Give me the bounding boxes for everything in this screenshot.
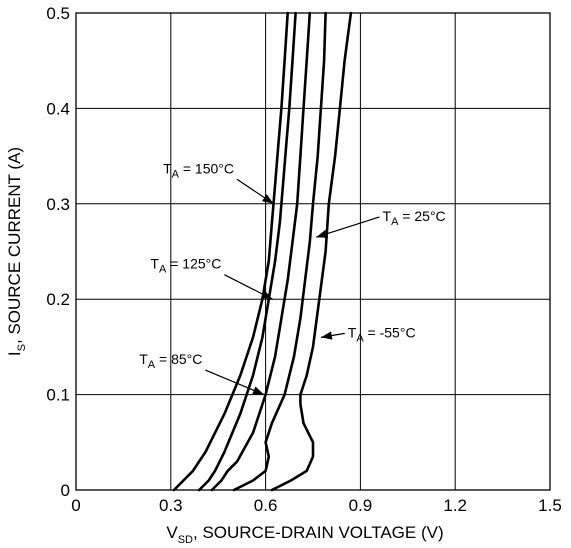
- x-tick-label: 0.9: [349, 496, 373, 515]
- series-label-85: TA = 85°C: [139, 351, 202, 371]
- arrowhead--55: [320, 331, 333, 340]
- series-line-125: [197, 11, 297, 492]
- arrowhead-85: [252, 386, 265, 395]
- x-tick-label: 0.3: [159, 496, 183, 515]
- x-tick-label: 1.5: [538, 496, 562, 515]
- grid: [76, 13, 550, 490]
- y-tick-label: 0.4: [46, 99, 70, 118]
- tick-labels: 0 0.3 0.6 0.9 1.2 1.5 0 0.1 0.2 0.3 0.4 0.5: [46, 4, 561, 515]
- x-axis-label-rest: , SOURCE-DRAIN VOLTAGE (V): [193, 523, 444, 542]
- leader-line-25: [315, 216, 380, 238]
- x-tick-label: 1.2: [443, 496, 467, 515]
- series-line--55: [270, 11, 353, 492]
- plot-frame: [75, 12, 551, 491]
- y-tick-label: 0.3: [46, 195, 70, 214]
- series-label-25: TA = 25°C: [383, 208, 446, 228]
- series-line-25: [232, 11, 327, 492]
- x-axis-label: VSD, SOURCE-DRAIN VOLTAGE (V): [166, 523, 443, 546]
- y-tick-label: 0.5: [46, 4, 70, 23]
- series-label-150: TA = 150°C: [163, 160, 234, 180]
- series-line-85: [210, 11, 312, 492]
- annotations: TA = 150°C TA = 125°C TA = 85°C TA = 25°C TA…: [139, 160, 446, 396]
- curves: [172, 11, 353, 492]
- y-axis-label-main: I: [5, 351, 24, 356]
- series-label-125: TA = 125°C: [150, 256, 221, 276]
- arrowhead-125: [260, 290, 273, 300]
- arrowhead-150: [262, 194, 274, 204]
- y-tick-label: 0.1: [46, 386, 70, 405]
- x-tick-label: 0.6: [254, 496, 278, 515]
- arrowhead-25: [316, 229, 328, 238]
- y-axis-label-sub: S: [16, 344, 28, 351]
- series-label--55: TA = -55°C: [348, 324, 416, 344]
- series-line-150: [172, 11, 289, 492]
- y-axis-label: IS, SOURCE CURRENT (A): [5, 147, 28, 356]
- y-tick-label: 0: [61, 481, 70, 500]
- y-tick-label: 0.2: [46, 290, 70, 309]
- y-axis-label-rest: , SOURCE CURRENT (A): [5, 147, 24, 344]
- x-axis-label-main: V: [166, 523, 178, 542]
- x-axis-label-sub: SD: [178, 534, 193, 546]
- x-tick-label: 0: [71, 496, 80, 515]
